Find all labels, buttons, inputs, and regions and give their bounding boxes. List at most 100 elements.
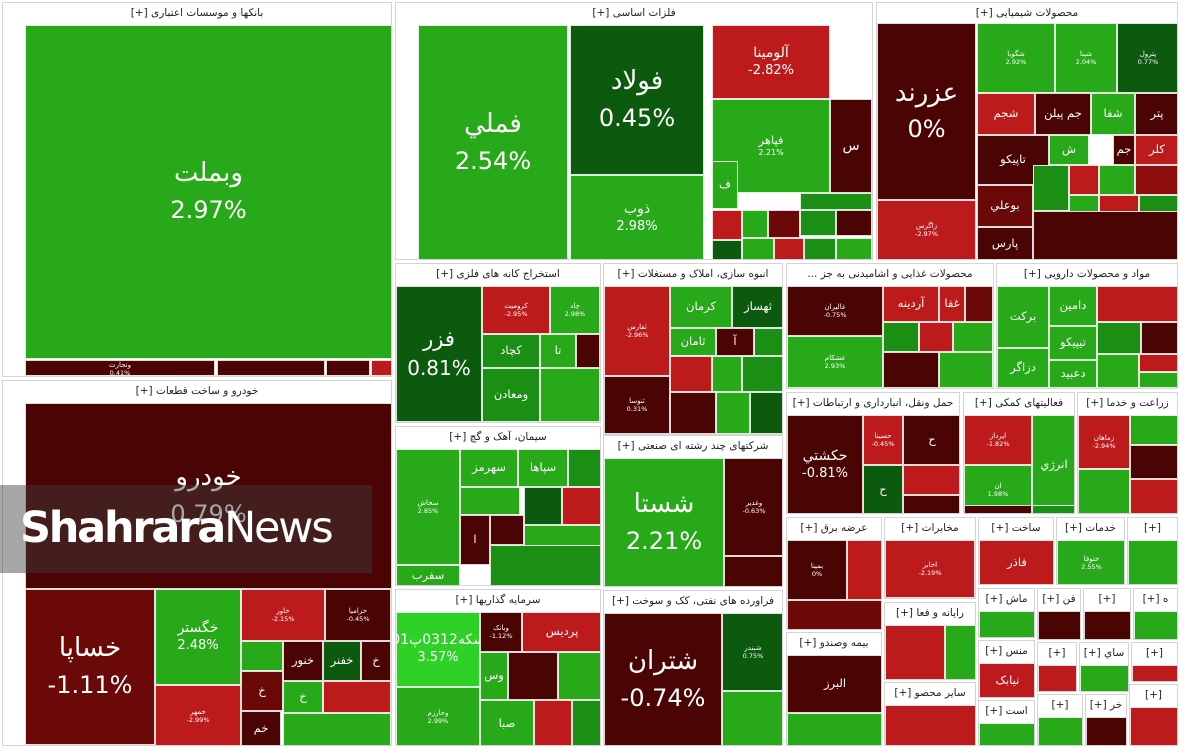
stock-tile[interactable]: ثفارس -2.96%: [604, 286, 670, 376]
stock-tile[interactable]: [576, 334, 600, 368]
stock-tile[interactable]: [979, 584, 1054, 585]
sector-panel[interactable]: ه [+]: [1133, 588, 1178, 640]
sector-title[interactable]: [+]: [1146, 647, 1163, 659]
stock-tile[interactable]: صبا: [480, 700, 534, 745]
stock-tile[interactable]: [490, 515, 524, 545]
stock-tile[interactable]: [903, 495, 959, 513]
stock-tile[interactable]: ا: [460, 515, 490, 565]
sector-panel[interactable]: ماش [+]: [978, 588, 1035, 638]
sector-title[interactable]: ساخت [+]: [991, 522, 1041, 534]
stock-tile[interactable]: غفا: [939, 286, 965, 322]
stock-tile[interactable]: پترول 0.77%: [1117, 23, 1177, 93]
sector-panel[interactable]: محصولات شیمیایی [+] عزرند 0% زاگرس -2.97% شگو…: [876, 2, 1178, 260]
stock-tile[interactable]: [979, 611, 1034, 637]
stock-tile[interactable]: شگویا 2.92%: [977, 23, 1055, 93]
sector-title[interactable]: ماش [+]: [985, 593, 1028, 605]
stock-tile[interactable]: دعبيد: [1049, 360, 1097, 388]
stock-tile[interactable]: خ: [241, 671, 283, 711]
sector-title[interactable]: خر [+]: [1089, 699, 1123, 711]
sector-title[interactable]: [+]: [1144, 522, 1161, 534]
stock-tile[interactable]: [1128, 540, 1177, 584]
stock-tile[interactable]: [836, 238, 872, 259]
stock-tile[interactable]: [964, 505, 1032, 513]
stock-tile[interactable]: [724, 556, 782, 586]
sector-title[interactable]: محصولات شیمیایی [+]: [975, 7, 1079, 19]
sector-title[interactable]: مخابرات [+]: [901, 522, 959, 534]
sector-panel[interactable]: خدمات [+] ختوقا 2.55%: [1056, 517, 1125, 585]
sector-panel[interactable]: حمل ونقل، انبارداری و ارتباطات [+] حکشتي -…: [786, 392, 960, 514]
sector-title[interactable]: مواد و محصولات دارویی [+]: [1023, 268, 1151, 280]
stock-tile[interactable]: [885, 625, 945, 679]
sector-panel[interactable]: سیمان، آهک و گچ [+] سخاش 2.85% سفرب سهرمز سپا…: [395, 426, 601, 586]
stock-tile[interactable]: [217, 360, 325, 376]
stock-tile[interactable]: زماهان -2.94%: [1078, 415, 1130, 469]
stock-tile[interactable]: [1086, 717, 1126, 745]
sector-title[interactable]: محصولات غذایی و اشامیدنی به جز ...: [807, 268, 973, 280]
stock-tile[interactable]: دامین: [1049, 286, 1097, 326]
stock-tile[interactable]: [25, 375, 175, 376]
stock-tile[interactable]: [175, 375, 391, 376]
sector-title[interactable]: [+]: [1048, 647, 1066, 659]
stock-tile[interactable]: [787, 600, 881, 629]
stock-tile[interactable]: خگستر 2.48%: [155, 589, 241, 685]
stock-tile[interactable]: فولاد 0.45%: [570, 25, 704, 175]
stock-tile[interactable]: [1132, 665, 1177, 681]
stock-tile[interactable]: پرديس: [522, 612, 600, 652]
sector-title[interactable]: سرمایه گذاریها [+]: [455, 594, 541, 606]
sector-panel[interactable]: شرکتهای چند رشته ای صنعتی [+] شستا 2.21% وغ…: [603, 435, 783, 587]
stock-tile[interactable]: ف: [712, 161, 738, 209]
stock-tile[interactable]: [800, 193, 872, 210]
stock-tile[interactable]: ثهساز: [732, 286, 782, 328]
stock-tile[interactable]: خ: [361, 641, 391, 681]
stock-tile[interactable]: آلومينا -2.82%: [712, 25, 830, 99]
sector-panel[interactable]: [+]: [1131, 642, 1178, 682]
stock-tile[interactable]: غشکام 2.93%: [787, 336, 883, 388]
sector-title[interactable]: [+]: [1051, 699, 1069, 711]
stock-tile[interactable]: تا: [540, 334, 576, 368]
stock-tile[interactable]: [836, 210, 872, 236]
stock-tile[interactable]: [742, 356, 782, 392]
sector-title[interactable]: [+]: [1145, 689, 1162, 701]
stock-tile[interactable]: برکت: [997, 286, 1049, 348]
stock-tile[interactable]: [1141, 322, 1177, 354]
stock-tile[interactable]: خفنر: [323, 641, 361, 681]
stock-tile[interactable]: سخاش 2.85%: [396, 449, 460, 565]
stock-tile[interactable]: [562, 487, 600, 525]
stock-tile[interactable]: خ: [283, 681, 323, 713]
stock-tile[interactable]: [979, 723, 1034, 745]
sector-title[interactable]: انبوه سازی، املاک و مستغلات [+]: [617, 268, 769, 280]
stock-tile[interactable]: سهرمز: [460, 449, 518, 487]
stock-tile[interactable]: پتر: [1135, 93, 1177, 135]
stock-tile[interactable]: ح: [903, 415, 959, 465]
stock-tile[interactable]: غاليران -0.75%: [787, 286, 883, 336]
sector-panel[interactable]: [+]: [1037, 694, 1083, 746]
stock-tile[interactable]: [953, 322, 993, 352]
stock-tile[interactable]: [885, 705, 975, 745]
stock-tile[interactable]: ثامان: [670, 328, 716, 356]
stock-tile[interactable]: [1097, 286, 1177, 322]
stock-tile[interactable]: خودرو 0.79%: [25, 403, 391, 589]
stock-tile[interactable]: کچاد: [482, 334, 540, 368]
stock-tile[interactable]: ح: [863, 465, 903, 513]
stock-tile[interactable]: بمپنا 0%: [787, 540, 847, 600]
stock-tile[interactable]: خاور -2.15%: [241, 589, 325, 641]
stock-tile[interactable]: ثنوسا 0.31%: [604, 376, 670, 434]
stock-tile[interactable]: شستا 2.21%: [604, 458, 724, 586]
stock-tile[interactable]: [323, 681, 391, 713]
stock-tile[interactable]: [1078, 469, 1130, 513]
stock-tile[interactable]: [1097, 354, 1139, 388]
stock-tile[interactable]: س: [830, 99, 872, 193]
stock-tile[interactable]: وغدير -0.63%: [724, 458, 782, 556]
stock-tile[interactable]: [670, 392, 716, 434]
stock-tile[interactable]: وبانک -1.12%: [480, 612, 522, 652]
sector-title[interactable]: فراورده های نفتی، کک و سوخت [+]: [611, 595, 775, 607]
sector-title[interactable]: خدمات [+]: [1064, 522, 1117, 534]
stock-tile[interactable]: [750, 392, 782, 434]
stock-tile[interactable]: ختوقا 2.55%: [1057, 540, 1124, 584]
stock-tile[interactable]: [800, 210, 836, 236]
sector-title[interactable]: ساي [+]: [1083, 647, 1125, 659]
stock-tile[interactable]: آ: [716, 328, 754, 356]
sector-title[interactable]: منس [+]: [985, 645, 1028, 657]
stock-tile[interactable]: كرمان: [670, 286, 732, 328]
stock-tile[interactable]: [1130, 479, 1177, 513]
